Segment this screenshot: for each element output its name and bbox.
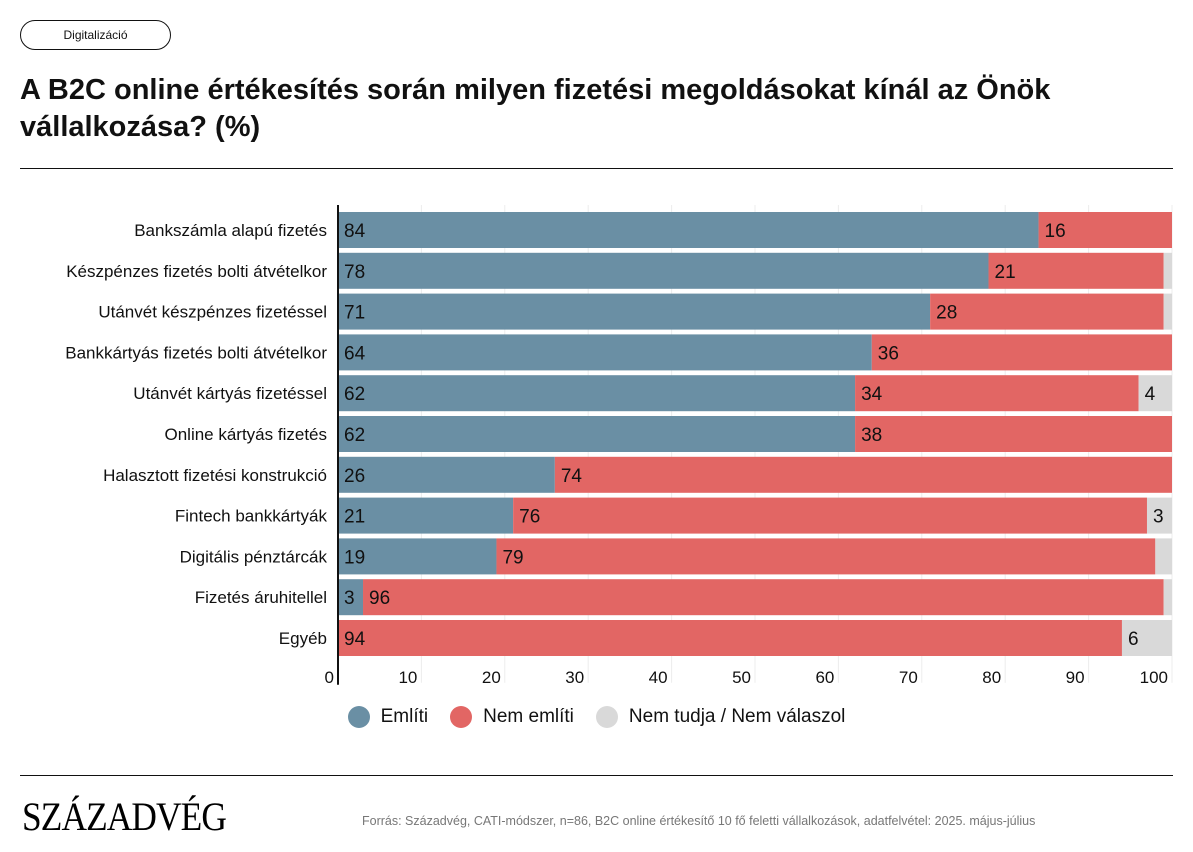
data-label: 62 xyxy=(344,384,365,405)
chart-title: A B2C online értékesítés során milyen fi… xyxy=(20,74,1051,143)
source-note: Forrás: Századvég, CATI-módszer, n=86, B… xyxy=(362,814,1036,828)
legend-label-nem-emliti: Nem említi xyxy=(483,706,574,727)
x-tick-label: 80 xyxy=(982,668,1001,687)
bar-segment xyxy=(1163,579,1172,616)
x-tick-label: 100 xyxy=(1140,668,1168,687)
category-label: Digitális pénztárcák xyxy=(180,547,328,566)
bar-segment xyxy=(988,252,1164,289)
logo-wordmark: SZÁZADVÉG xyxy=(22,794,227,839)
legend-label-nem-tudja: Nem tudja / Nem válaszol xyxy=(628,706,846,727)
bottom-divider xyxy=(20,775,1173,776)
x-tick-label: 90 xyxy=(1066,668,1085,687)
bar-segment xyxy=(338,212,1039,248)
data-label: 4 xyxy=(1145,384,1156,405)
svg-text:SZÁZADVÉG: SZÁZADVÉG xyxy=(22,794,226,836)
category-label: Halasztott fizetési konstrukció xyxy=(103,466,327,485)
category-label: Bankkártyás fizetés bolti átvételkor xyxy=(65,343,327,362)
data-label: 96 xyxy=(369,588,390,609)
top-divider xyxy=(20,168,1173,169)
bar-segment xyxy=(338,497,514,534)
bar-segment xyxy=(338,252,989,289)
x-tick-label: 10 xyxy=(398,668,417,687)
bar-segment xyxy=(930,293,1164,330)
category-label: Készpénzes fizetés bolti átvételkor xyxy=(66,262,327,281)
data-label: 16 xyxy=(1045,221,1066,242)
data-label: 38 xyxy=(861,425,882,446)
data-label: 64 xyxy=(344,343,366,364)
data-label: 28 xyxy=(936,303,957,324)
category-label: Online kártyás fizetés xyxy=(164,425,327,444)
legend: Említi Nem említi Nem tudja / Nem válasz… xyxy=(0,706,1193,728)
legend-item-nem-emliti: Nem említi xyxy=(450,706,574,728)
category-label: Egyéb xyxy=(279,629,327,648)
category-label: Bankszámla alapú fizetés xyxy=(134,221,327,240)
data-label: 34 xyxy=(861,384,883,405)
data-label: 3 xyxy=(1153,507,1164,528)
legend-label-emliti: Említi xyxy=(380,706,429,727)
bar-segment xyxy=(855,375,1139,412)
data-label: 6 xyxy=(1128,629,1139,650)
bar-segment xyxy=(1121,620,1172,656)
data-label: 19 xyxy=(344,547,365,568)
category-label: Utánvét készpénzes fizetéssel xyxy=(98,303,327,322)
bar-segment xyxy=(496,538,1156,575)
bar-segment xyxy=(338,538,497,575)
legend-swatch-nem-tudja xyxy=(595,706,618,728)
x-tick-label: 50 xyxy=(732,668,751,687)
x-tick-label: 20 xyxy=(482,668,501,687)
data-label: 21 xyxy=(995,262,1016,283)
topic-tag-label: Digitalizáció xyxy=(63,28,128,42)
bar-segment xyxy=(871,334,1172,371)
bar-chart: Bankszámla alapú fizetés 84 16 Készpénzes f… xyxy=(65,205,1173,687)
bar-segment xyxy=(1163,293,1172,330)
x-tick-label: 40 xyxy=(649,668,668,687)
category-label: Fizetés áruhitellel xyxy=(195,588,327,607)
legend-item-nem-tudja: Nem tudja / Nem válaszol xyxy=(595,706,846,728)
data-label: 84 xyxy=(344,221,366,242)
data-label: 71 xyxy=(344,303,365,324)
category-label: Utánvét kártyás fizetéssel xyxy=(133,384,327,403)
bar-segment xyxy=(363,579,1164,616)
data-label: 21 xyxy=(344,507,365,528)
data-label: 3 xyxy=(344,588,355,609)
data-label: 74 xyxy=(561,466,583,487)
data-label: 36 xyxy=(878,343,899,364)
data-label: 78 xyxy=(344,262,365,283)
bar-segment xyxy=(338,293,931,330)
data-label: 94 xyxy=(344,629,366,650)
bar-segment xyxy=(1155,538,1172,575)
bar-segment xyxy=(513,497,1147,534)
bar-segment xyxy=(554,456,1172,493)
bar-segment xyxy=(338,416,856,452)
legend-item-emliti: Említi xyxy=(347,706,429,728)
legend-swatch-nem-emliti xyxy=(450,706,473,728)
data-label: 79 xyxy=(502,547,523,568)
bar-segment xyxy=(338,456,555,493)
x-tick-label: 70 xyxy=(899,668,918,687)
legend-swatch-emliti xyxy=(347,706,370,728)
bar-segment xyxy=(1038,212,1172,248)
szazadveg-logo: SZÁZADVÉG xyxy=(22,792,232,846)
x-tick-label: 60 xyxy=(815,668,834,687)
data-label: 62 xyxy=(344,425,365,446)
bar-segment xyxy=(338,375,856,412)
data-label: 76 xyxy=(519,507,540,528)
topic-tag[interactable]: Digitalizáció xyxy=(20,20,171,50)
bar-segment xyxy=(338,620,1122,656)
data-label: 26 xyxy=(344,466,365,487)
bar-segment xyxy=(338,579,364,616)
x-tick-label: 0 xyxy=(325,668,334,687)
bar-segment xyxy=(1146,497,1172,534)
bar-segment xyxy=(855,416,1172,452)
category-label: Fintech bankkártyák xyxy=(175,507,328,526)
bar-segment xyxy=(338,334,872,371)
bar-segment xyxy=(1138,375,1172,412)
x-tick-label: 30 xyxy=(565,668,584,687)
bar-segment xyxy=(1163,252,1172,289)
